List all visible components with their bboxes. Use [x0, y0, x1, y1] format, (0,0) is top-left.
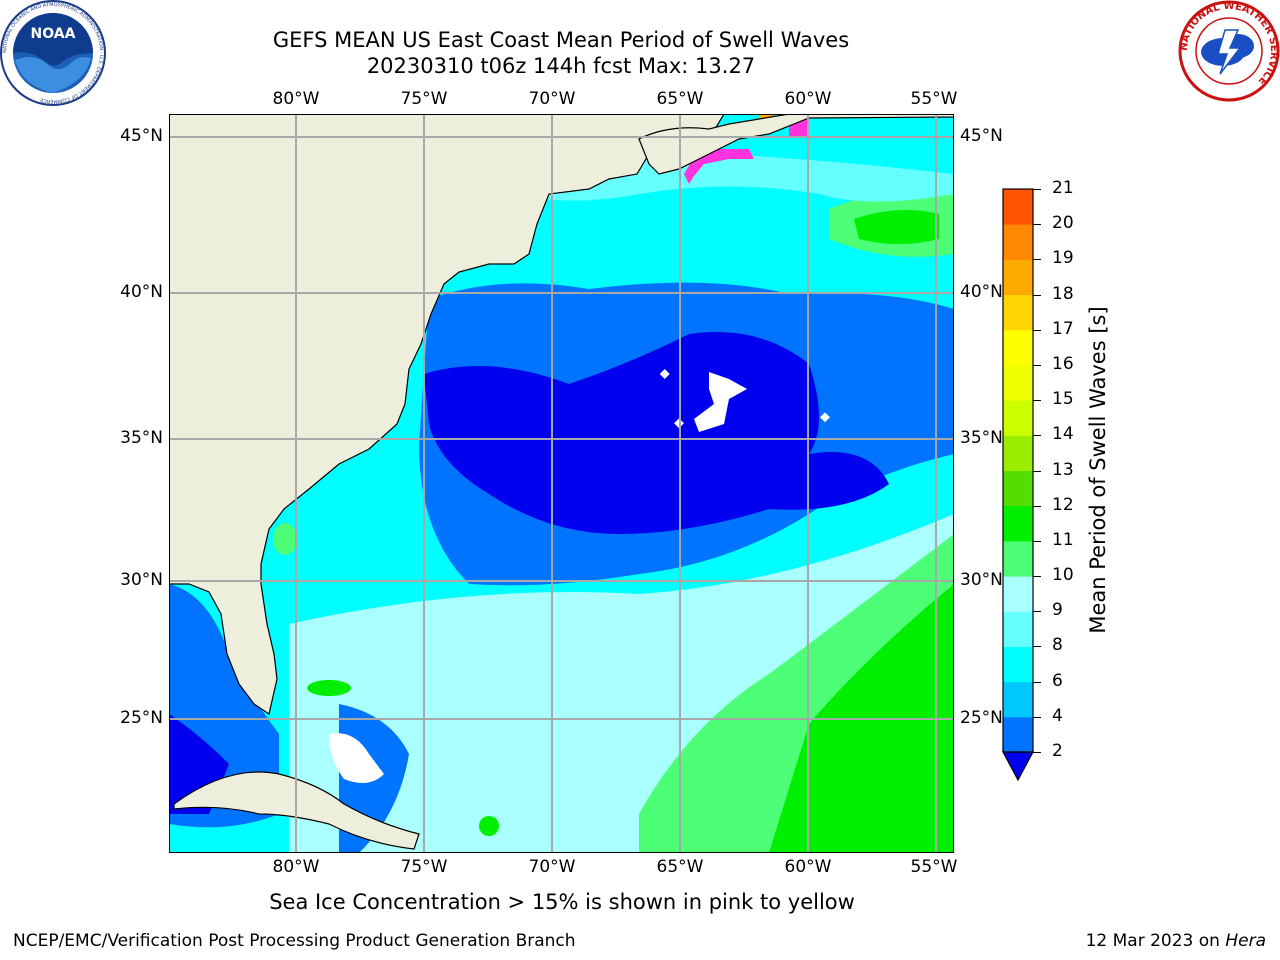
colorbar-tick-label: 16: [1052, 353, 1074, 374]
colorbar-segment: [1003, 716, 1033, 753]
colorbar-tick: [1033, 752, 1041, 753]
chart-title: GEFS MEAN US East Coast Mean Period of S…: [272, 28, 850, 52]
colorbar-segment: [1003, 189, 1033, 225]
lon-label-top: 60°W: [784, 89, 832, 109]
nodata-dot-3: [820, 412, 830, 423]
lat-label-right: 25°N: [960, 708, 1003, 728]
colorbar-segment: [1003, 294, 1033, 331]
footer-left: NCEP/EMC/Verification Post Processing Pr…: [13, 931, 576, 951]
central-nodata-blob: [694, 372, 747, 432]
colorbar-segment: [1003, 400, 1033, 436]
lon-label-bottom: 75°W: [400, 857, 448, 877]
sea-ice-note: Sea Ice Concentration > 15% is shown in …: [269, 890, 855, 914]
colorbar-tick: [1033, 611, 1041, 613]
lon-label-bottom: 70°W: [528, 857, 576, 877]
lat-label-right: 30°N: [960, 570, 1003, 590]
colorbar-tick: [1033, 576, 1041, 578]
lon-label-bottom: 80°W: [272, 857, 320, 877]
lat-label-left: 30°N: [120, 570, 163, 590]
lat-label-left: 25°N: [120, 708, 163, 728]
noaa-logo-text: NOAA: [31, 26, 76, 42]
footer-date: 12 Mar 2023 on: [1085, 931, 1226, 951]
colorbar-segment: [1003, 576, 1033, 612]
sea-ice-yellow: [759, 114, 773, 120]
contour-ne-10-11: [854, 210, 939, 244]
colorbar: [1001, 188, 1035, 782]
graticule: [169, 114, 954, 853]
colorbar-tick: [1033, 329, 1041, 331]
maritimes-land: [638, 114, 954, 175]
colorbar-tick: [1033, 259, 1041, 261]
colorbar-segment: [1003, 505, 1033, 542]
footer-host: Hera: [1225, 931, 1266, 951]
map-frame: [169, 114, 954, 853]
lon-label-top: 75°W: [400, 89, 448, 109]
lon-label-bottom: 55°W: [910, 857, 958, 877]
us-east-coast-land: [169, 114, 725, 715]
lat-label-left: 45°N: [120, 126, 163, 146]
contour-under-2: [424, 332, 889, 534]
colorbar-tick-label: 19: [1052, 248, 1074, 269]
colorbar-segment: [1003, 540, 1033, 577]
colorbar-segment: [1003, 364, 1033, 401]
colorbar-tick-label: 4: [1052, 705, 1063, 726]
colorbar-segment: [1003, 435, 1033, 471]
colorbar-tick-label: 14: [1052, 424, 1074, 445]
colorbar-tick: [1033, 224, 1041, 226]
nws-logo: NATIONAL WEATHER SERVICE: [1178, 0, 1280, 102]
colorbar-tick: [1033, 189, 1041, 190]
bahamas-green-1: [307, 680, 351, 696]
colorbar-under-arrow: [1001, 751, 1035, 782]
colorbar-tick: [1033, 505, 1041, 507]
colorbar-tick-label: 11: [1052, 529, 1074, 550]
colorbar-segment: [1003, 611, 1033, 647]
colorbar-tick-label: 18: [1052, 283, 1074, 304]
bahamas-nodata: [329, 733, 384, 783]
florida-green-patch: [273, 523, 297, 555]
colorbar-tick: [1033, 646, 1041, 648]
lon-label-bottom: 60°W: [784, 857, 832, 877]
colorbar-segment: [1003, 224, 1033, 260]
swell-period-map: [169, 114, 954, 853]
noaa-logo: NOAA NATIONAL OCEANIC AND ATMOSPHERIC AD…: [0, 0, 106, 106]
colorbar-segment: [1003, 646, 1033, 683]
colorbar-tick-label: 6: [1052, 670, 1063, 691]
colorbar-segment: [1003, 329, 1033, 366]
lat-label-left: 40°N: [120, 282, 163, 302]
colorbar-tick: [1033, 540, 1041, 542]
colorbar-tick: [1033, 681, 1041, 683]
colorbar-segment: [1003, 681, 1033, 718]
chart-subtitle: 20230310 t06z 144h fcst Max: 13.27: [366, 54, 756, 78]
colorbar-tick-label: 13: [1052, 459, 1074, 480]
colorbar-segment: [1003, 259, 1033, 296]
bahamas-green-2: [479, 816, 499, 836]
colorbar-tick: [1033, 400, 1041, 402]
colorbar-tick-label: 2: [1052, 741, 1063, 761]
colorbar-label: Mean Period of Swell Waves [s]: [1086, 306, 1110, 634]
colorbar-tick: [1033, 716, 1041, 718]
footer-right: 12 Mar 2023 on Hera: [1086, 931, 1266, 951]
colorbar-tick-label: 8: [1052, 635, 1063, 656]
colorbar-tick: [1033, 294, 1041, 296]
colorbar-tick-label: 12: [1052, 494, 1074, 515]
lon-label-top: 65°W: [656, 89, 704, 109]
lat-label-right: 45°N: [960, 126, 1003, 146]
lon-label-bottom: 65°W: [656, 857, 704, 877]
colorbar-tick-label: 17: [1052, 318, 1074, 339]
colorbar-tick-label: 21: [1052, 178, 1074, 198]
lon-label-top: 55°W: [910, 89, 958, 109]
colorbar-tick: [1033, 435, 1041, 437]
colorbar-tick-label: 10: [1052, 565, 1074, 586]
lon-label-top: 70°W: [528, 89, 576, 109]
colorbar-tick: [1033, 364, 1041, 366]
lon-label-top: 80°W: [272, 89, 320, 109]
lat-label-right: 35°N: [960, 428, 1003, 448]
lat-label-right: 40°N: [960, 282, 1003, 302]
colorbar-tick: [1033, 470, 1041, 472]
colorbar-tick-label: 9: [1052, 600, 1063, 621]
lat-label-left: 35°N: [120, 428, 163, 448]
colorbar-tick-label: 15: [1052, 389, 1074, 410]
colorbar-segment: [1003, 470, 1033, 507]
colorbar-tick-label: 20: [1052, 213, 1074, 234]
